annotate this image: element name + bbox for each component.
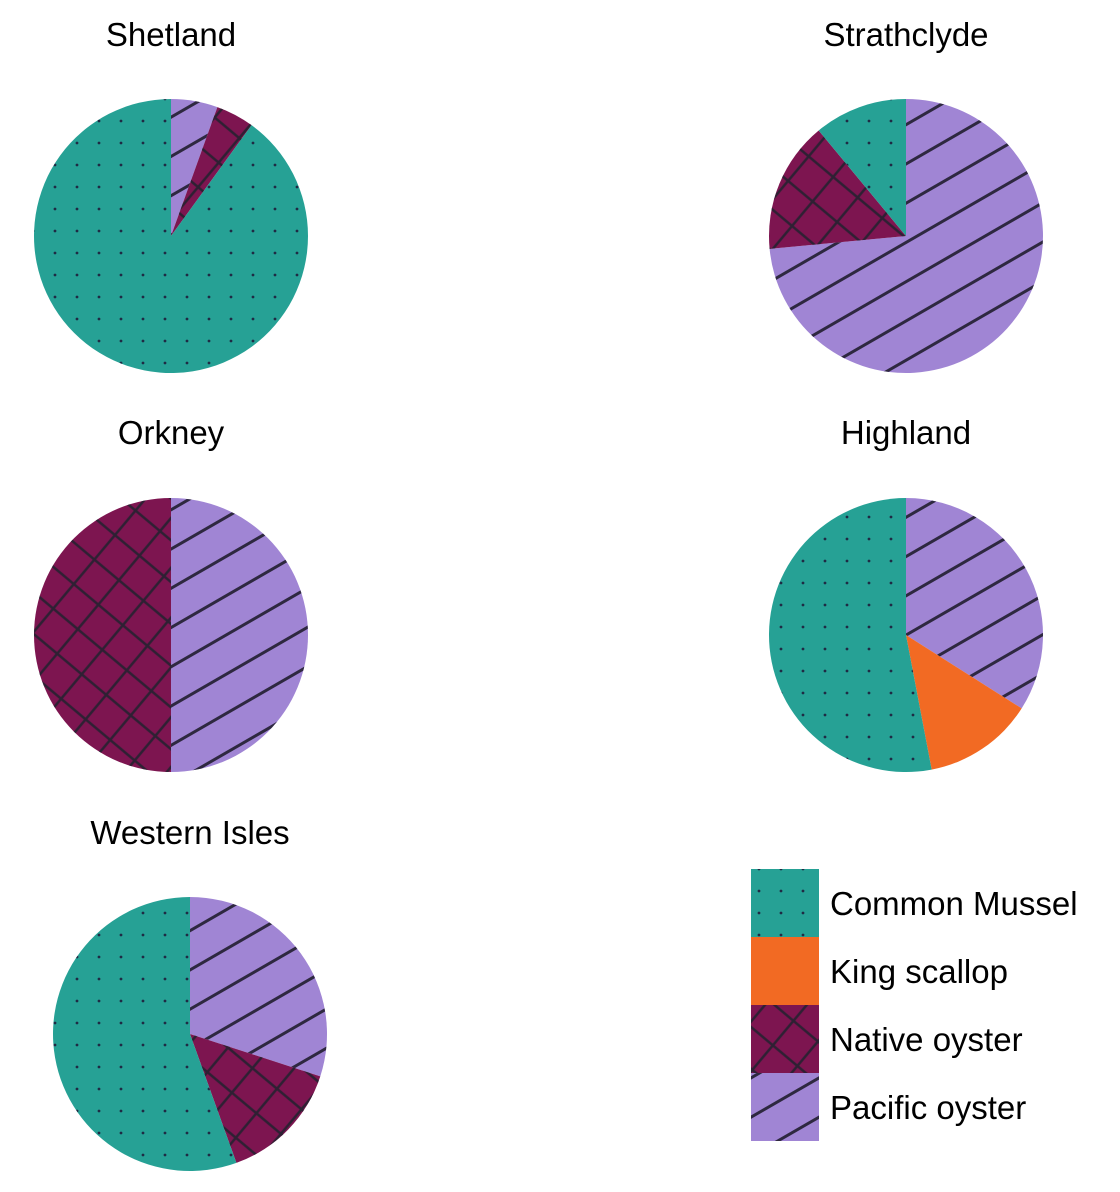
legend-item-common-mussel: Common Mussel <box>751 869 1078 937</box>
pie-title-highland: Highland <box>841 414 971 451</box>
legend-label-king-scallop: King scallop <box>830 953 1008 990</box>
slice-strathclyde-native-oyster-pattern <box>769 130 906 249</box>
slice-western-isles-common-mussel-pattern <box>52 897 237 1171</box>
slice-shetland-native-oyster-pattern <box>171 107 252 236</box>
legend-item-pacific-oyster: Pacific oyster <box>751 1073 1026 1141</box>
slice-orkney-native-oyster-pattern <box>34 498 171 772</box>
pie-western-isles: Western Isles <box>52 814 327 1171</box>
slice-western-isles-native-oyster-pattern <box>190 1034 321 1163</box>
pie-title-strathclyde: Strathclyde <box>823 16 988 53</box>
pie-shetland: Shetland <box>33 16 308 373</box>
slice-shetland-common-mussel-pattern <box>33 99 308 373</box>
pie-highland: Highland <box>769 414 1043 772</box>
legend-item-native-oyster: Native oyster <box>751 1005 1023 1073</box>
slice-strathclyde-common-mussel-pattern <box>818 99 906 236</box>
pie-strathclyde: Strathclyde <box>769 16 1043 373</box>
legend-swatch-pattern-native-oyster <box>751 1005 819 1073</box>
legend-label-native-oyster: Native oyster <box>830 1021 1023 1058</box>
legend-item-king-scallop: King scallop <box>751 937 1008 1005</box>
slice-highland-king-scallop <box>906 635 1022 770</box>
legend-swatch-pattern-common-mussel <box>751 869 819 937</box>
slice-highland-common-mussel-pattern <box>769 498 932 772</box>
legend-label-pacific-oyster: Pacific oyster <box>830 1089 1026 1126</box>
pie-title-orkney: Orkney <box>118 414 225 451</box>
slice-strathclyde-pacific-oyster-pattern <box>769 99 1043 373</box>
slice-orkney-pacific-oyster-pattern <box>171 498 308 772</box>
legend: Common Mussel King scallop Native oyster… <box>751 869 1078 1141</box>
pie-orkney: Orkney <box>34 414 308 772</box>
slice-shetland-pacific-oyster-pattern <box>171 99 218 236</box>
legend-swatch-king-scallop <box>751 937 819 1005</box>
slice-highland-pacific-oyster-pattern <box>906 498 1043 709</box>
pie-title-shetland: Shetland <box>106 16 236 53</box>
pie-title-western-isles: Western Isles <box>90 814 289 851</box>
legend-swatch-pattern-pacific-oyster <box>751 1073 819 1141</box>
slice-western-isles-pacific-oyster-pattern <box>190 897 327 1077</box>
legend-label-common-mussel: Common Mussel <box>830 885 1078 922</box>
